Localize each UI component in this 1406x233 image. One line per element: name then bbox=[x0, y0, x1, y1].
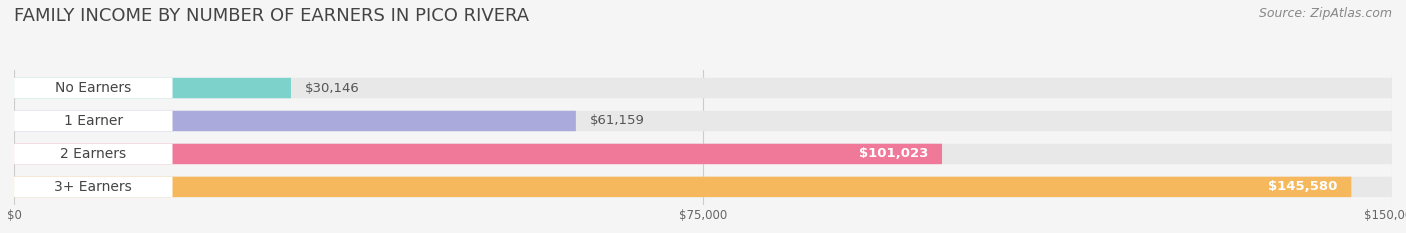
FancyBboxPatch shape bbox=[14, 177, 1392, 197]
Text: FAMILY INCOME BY NUMBER OF EARNERS IN PICO RIVERA: FAMILY INCOME BY NUMBER OF EARNERS IN PI… bbox=[14, 7, 529, 25]
FancyBboxPatch shape bbox=[14, 78, 1392, 98]
Text: 1 Earner: 1 Earner bbox=[63, 114, 122, 128]
Text: $61,159: $61,159 bbox=[589, 114, 644, 127]
Text: $145,580: $145,580 bbox=[1268, 180, 1337, 193]
Text: No Earners: No Earners bbox=[55, 81, 131, 95]
FancyBboxPatch shape bbox=[14, 111, 576, 131]
FancyBboxPatch shape bbox=[14, 111, 1392, 131]
Text: Source: ZipAtlas.com: Source: ZipAtlas.com bbox=[1258, 7, 1392, 20]
Text: 3+ Earners: 3+ Earners bbox=[55, 180, 132, 194]
Text: $101,023: $101,023 bbox=[859, 147, 928, 161]
FancyBboxPatch shape bbox=[14, 144, 1392, 164]
FancyBboxPatch shape bbox=[14, 177, 173, 197]
FancyBboxPatch shape bbox=[14, 111, 173, 131]
Text: 2 Earners: 2 Earners bbox=[60, 147, 127, 161]
FancyBboxPatch shape bbox=[14, 144, 173, 164]
FancyBboxPatch shape bbox=[14, 177, 1351, 197]
Text: $30,146: $30,146 bbox=[305, 82, 360, 95]
FancyBboxPatch shape bbox=[14, 78, 291, 98]
FancyBboxPatch shape bbox=[14, 144, 942, 164]
FancyBboxPatch shape bbox=[14, 78, 173, 98]
